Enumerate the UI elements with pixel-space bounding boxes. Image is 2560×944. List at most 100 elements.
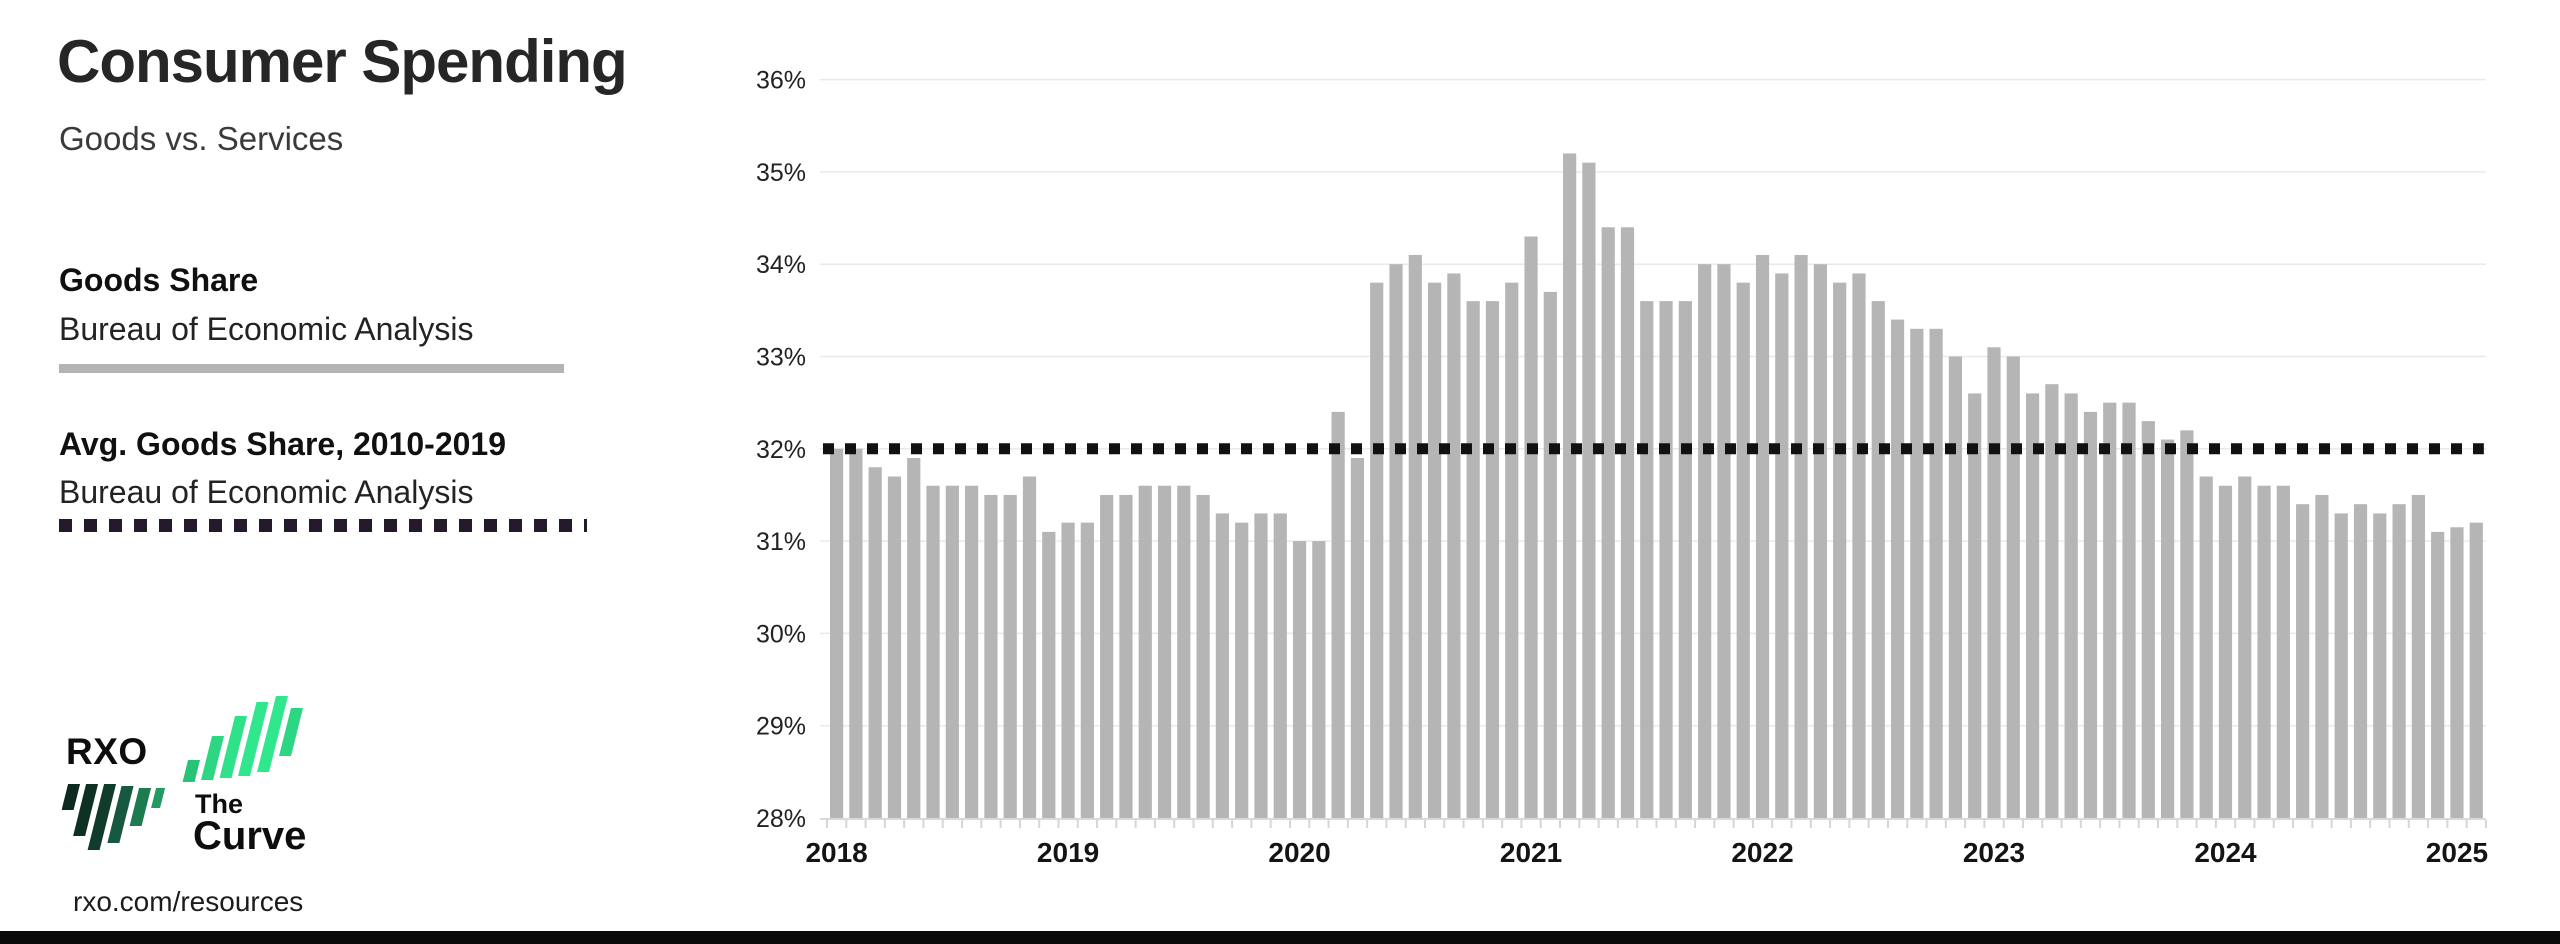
bar-month-50 (1775, 273, 1789, 818)
bar-month-27 (1331, 411, 1345, 818)
bar-month-81 (2373, 513, 2387, 818)
bar-month-53 (1833, 282, 1847, 818)
bar-month-21 (1215, 513, 1229, 818)
bar-month-15 (1100, 494, 1114, 818)
bar-month-44 (1659, 301, 1673, 818)
bar-month-72 (2199, 476, 2213, 818)
bar-month-58 (1929, 328, 1943, 818)
logo-curve-stripes (62, 696, 304, 850)
bar-month-85 (2450, 527, 2464, 818)
bar-month-19 (1177, 485, 1191, 818)
logo-stripe (129, 788, 152, 826)
y-axis-label-30: 30% (756, 620, 806, 648)
logo-stripe (238, 702, 269, 776)
x-axis-year-label-2024: 2024 (2194, 837, 2257, 868)
bar-month-13 (1061, 522, 1075, 818)
logo-stripe (201, 736, 225, 780)
bar-month-75 (2257, 485, 2271, 818)
bar-month-10 (1003, 494, 1017, 818)
bar-month-79 (2334, 513, 2348, 818)
bar-month-34 (1466, 301, 1480, 818)
bar-month-86 (2469, 522, 2483, 818)
bar-month-12 (1042, 531, 1056, 818)
bar-month-69 (2141, 421, 2155, 818)
bar-month-56 (1890, 319, 1905, 818)
bar-month-82 (2392, 504, 2406, 818)
bar-month-26 (1312, 541, 1326, 818)
logo-stripe (151, 788, 166, 808)
x-axis-year-label-2018: 2018 (805, 837, 867, 868)
bottom-accent-bar (0, 931, 2560, 944)
legend-goods-share-swatch (59, 364, 564, 373)
bar-month-43 (1640, 301, 1654, 818)
bar-month-14 (1080, 522, 1094, 818)
bar-month-42 (1620, 227, 1635, 818)
bar-month-39 (1563, 153, 1577, 818)
bar-month-17 (1138, 485, 1152, 818)
x-axis-year-label-2021: 2021 (1500, 837, 1562, 868)
bar-month-38 (1543, 291, 1557, 818)
bar-month-77 (2296, 504, 2310, 818)
y-axis-label-32: 32% (756, 436, 806, 464)
bar-month-3 (868, 467, 882, 818)
logo-stripe (219, 716, 248, 778)
bar-month-47 (1717, 264, 1731, 818)
logo-stripe (107, 786, 134, 843)
page-subtitle: Goods vs. Services (59, 120, 344, 157)
page-title: Consumer Spending (57, 28, 628, 95)
bar-month-62 (2006, 356, 2020, 818)
bar-month-66 (2083, 411, 2098, 818)
y-axis-label-29: 29% (756, 713, 806, 741)
bar-month-6 (926, 485, 940, 818)
bar-month-1 (830, 448, 844, 818)
bar-month-4 (887, 476, 902, 818)
logo-stripe (87, 784, 117, 850)
bar-month-54 (1852, 273, 1866, 818)
footer-url: rxo.com/resources (73, 886, 304, 917)
bar-month-20 (1196, 494, 1210, 818)
bar-month-64 (2045, 384, 2059, 818)
bar-month-73 (2218, 485, 2233, 818)
bar-month-40 (1582, 162, 1596, 819)
bar-month-33 (1447, 273, 1461, 818)
y-axis-label-34: 34% (756, 251, 806, 279)
legend-avg-share-swatch (59, 519, 587, 532)
y-axis-label-31: 31% (756, 528, 806, 556)
legend-avg-share-label: Avg. Goods Share, 2010-2019 (59, 426, 507, 462)
bar-month-29 (1370, 282, 1384, 818)
x-axis-year-label-2023: 2023 (1963, 837, 2025, 868)
bar-month-30 (1389, 264, 1403, 818)
bar-month-5 (907, 458, 921, 818)
bar-month-51 (1794, 254, 1808, 819)
bar-month-46 (1698, 264, 1712, 818)
logo-stripe (73, 784, 99, 836)
rxo-logo-text: RXO (66, 731, 148, 772)
y-axis-label-36: 36% (756, 67, 806, 95)
bar-month-45 (1678, 301, 1692, 818)
bar-month-57 (1910, 328, 1924, 818)
bar-month-16 (1119, 494, 1133, 818)
bar-month-8 (965, 485, 979, 818)
bar-month-63 (2025, 393, 2040, 818)
bar-month-76 (2276, 485, 2290, 818)
bar-month-41 (1601, 227, 1615, 818)
bar-month-32 (1427, 282, 1442, 818)
legend-goods-share-label: Goods Share (59, 262, 259, 298)
bar-month-11 (1022, 476, 1037, 818)
bar-month-60 (1968, 393, 1982, 818)
bar-month-74 (2238, 476, 2252, 818)
bar-month-67 (2103, 402, 2117, 818)
logo-stripe (257, 696, 288, 772)
bar-month-36 (1505, 282, 1519, 818)
bar-month-78 (2315, 494, 2329, 818)
y-axis-label-35: 35% (756, 159, 806, 187)
bar-month-35 (1485, 301, 1500, 818)
logo-stripe (62, 784, 81, 810)
bar-month-22 (1235, 522, 1249, 818)
y-axis-label-33: 33% (756, 344, 806, 372)
bar-month-52 (1813, 264, 1827, 818)
bar-month-59 (1948, 356, 1963, 818)
legend-goods-share-source: Bureau of Economic Analysis (59, 311, 474, 347)
x-axis-year-label-2025: 2025 (2426, 837, 2488, 868)
